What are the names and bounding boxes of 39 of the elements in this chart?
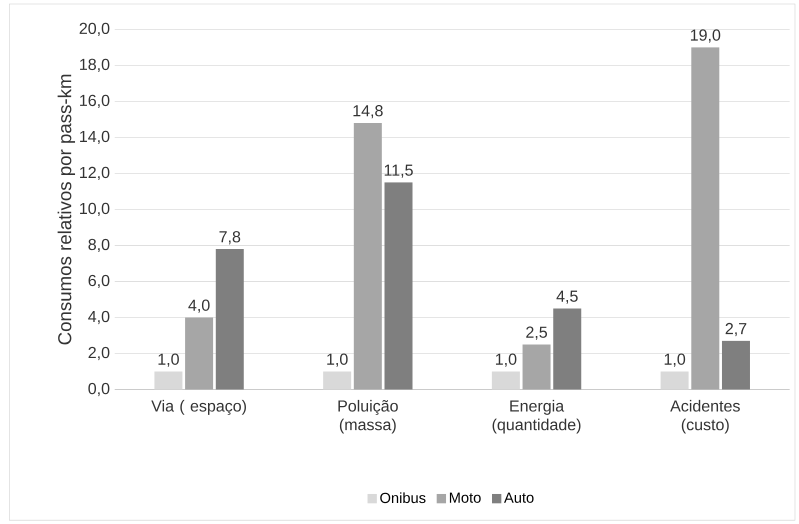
y-tick-label: 18,0	[80, 58, 110, 72]
legend-label: Moto	[450, 492, 481, 503]
legend-label: Onibus	[380, 492, 426, 504]
y-tick-label: 2,0	[88, 346, 110, 360]
legend-label: Auto	[504, 492, 534, 503]
data-label: 4,5	[556, 290, 578, 304]
data-label: 19,0	[690, 29, 720, 43]
bar	[323, 371, 352, 390]
data-label: 7,8	[219, 231, 240, 244]
data-label: 2,7	[726, 322, 746, 336]
bar	[553, 308, 582, 390]
y-tick-label: 16,0	[80, 94, 110, 108]
data-label: 1,0	[158, 353, 179, 367]
y-tick-label: 10,0	[80, 202, 110, 216]
bar	[722, 340, 750, 390]
x-tick-label: Energia (quantidade)	[492, 400, 580, 434]
y-tick-label: 20,0	[80, 22, 110, 36]
bar	[384, 182, 413, 390]
data-label: 1,0	[496, 353, 516, 367]
data-label: 14,8	[353, 104, 383, 118]
data-label: 1,0	[327, 353, 348, 367]
bar	[492, 371, 520, 390]
x-tick-label: Poluição (massa)	[338, 400, 398, 434]
data-label: 4,0	[188, 299, 210, 313]
bar	[216, 248, 244, 390]
data-label: 1,0	[664, 353, 686, 367]
data-label: 2,5	[526, 326, 548, 340]
y-tick-label: 4,0	[88, 310, 110, 324]
x-tick-label: Acidentes (custo)	[670, 400, 740, 434]
data-label: 11,5	[384, 164, 413, 178]
bar	[154, 371, 182, 390]
y-tick-label: 12,0	[80, 166, 110, 180]
y-tick-label: 14,0	[80, 130, 110, 144]
y-tick-label: 6,0	[88, 274, 110, 288]
x-tick-label: Via ( espaço)	[151, 400, 246, 415]
y-axis-title: Consumos relativos por pass-km	[58, 74, 76, 344]
y-tick-label: 8,0	[88, 238, 110, 252]
y-tick-label: 0,0	[88, 382, 110, 396]
bar	[660, 371, 689, 390]
